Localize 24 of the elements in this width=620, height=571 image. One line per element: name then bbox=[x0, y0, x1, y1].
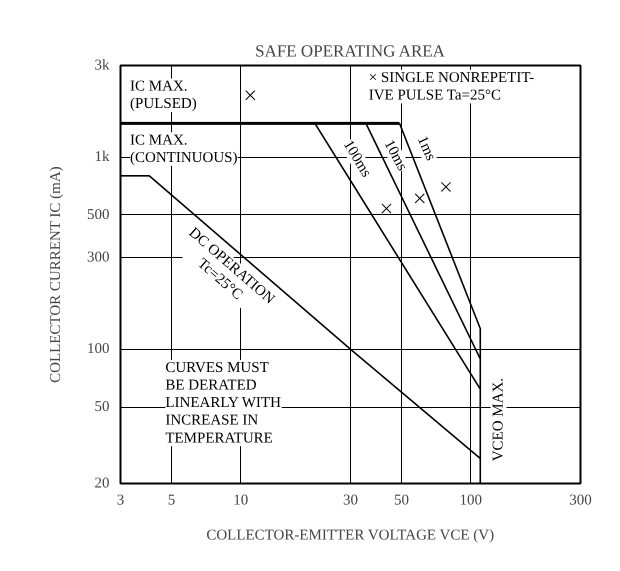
x-tick-label: 300 bbox=[569, 492, 592, 508]
x-tick-label: 3 bbox=[116, 492, 124, 508]
annotation: CURVES MUST BE DERATED LINEARLY WITH INCREASE IN TEMPERATURE bbox=[165, 360, 282, 446]
y-tick-label: 300 bbox=[87, 250, 110, 266]
y-tick-label: 1k bbox=[94, 149, 110, 166]
annotation: IC MAX. (CONTINUOUS) bbox=[130, 132, 238, 166]
y-tick-label: 20 bbox=[94, 476, 110, 492]
y-tick-label: 3k bbox=[94, 58, 110, 74]
annotation: IC MAX. (PULSED) bbox=[130, 78, 197, 112]
x-tick-label: 50 bbox=[394, 492, 410, 508]
y-tick-label: 500 bbox=[87, 206, 110, 223]
x-tick-label: 10 bbox=[233, 492, 248, 508]
x-tick-label: 5 bbox=[168, 492, 176, 508]
y-tick-label: 100 bbox=[87, 341, 110, 358]
chart-title: SAFE OPERATING AREA bbox=[255, 42, 446, 60]
y-axis-title: COLLECTOR CURRENT IC (mA) bbox=[48, 166, 64, 383]
x-tick-label: 30 bbox=[343, 492, 358, 508]
x-axis-title: COLLECTOR-EMITTER VOLTAGE VCE (V) bbox=[206, 528, 494, 544]
annotation: 1ms bbox=[414, 134, 439, 164]
annotation: VCEO MAX. bbox=[490, 378, 506, 462]
annotation: × SINGLE NONREPETIT- IVE PULSE Ta=25°C bbox=[368, 70, 534, 104]
x-tick-label: 100 bbox=[460, 492, 482, 508]
annotation: 10ms bbox=[380, 137, 410, 174]
y-tick-label: 50 bbox=[94, 399, 110, 416]
